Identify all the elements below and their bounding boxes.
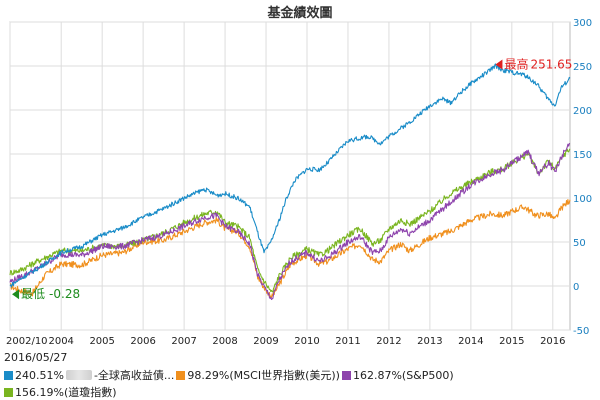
legend-label-fund: -全球高收益債... [93,369,175,382]
legend-swatch-sp500 [341,370,351,380]
x-tick-label: 2006 [130,336,155,347]
legend-row-2: 156.19% (道瓊指數) [4,384,119,400]
y-tick-label: 150 [573,150,592,161]
x-tick-label: 2011 [335,336,360,347]
legend-return-msci: 98.29% [187,368,230,382]
legend-item-fund[interactable]: 240.51% -全球高收益債... [4,367,174,383]
x-tick-label: 2009 [253,336,278,347]
legend-return-fund: 240.51% [15,368,64,382]
x-tick-label: 2004 [48,336,73,347]
x-tick-label: 2007 [171,336,196,347]
legend-row-1: 240.51% -全球高收益債... 98.29% (MSCI世界指數(美元))… [4,367,456,383]
series-line-msci [9,199,571,299]
axis-layer: -50 0 50 100 150 200 250 300 2002/10 2004 2005 2006… [6,18,592,347]
min-value: -0.28 [49,287,80,301]
series-line-sp500 [9,142,571,301]
legend-swatch-msci [176,370,186,380]
min-marker-arrow [12,289,20,300]
legend-swatch-dow [4,387,13,397]
x-tick-label: 2005 [89,336,114,347]
legend-item-sp500[interactable]: 162.87% (S&P500) [341,368,454,382]
x-tick-label: 2013 [417,336,442,347]
series-layer [9,63,571,301]
legend-item-msci[interactable]: 98.29% (MSCI世界指數(美元)) [176,367,340,383]
as-of-date: 2016/05/27 [4,351,68,364]
plot-frame [9,21,571,331]
y-tick-label: 50 [573,238,586,249]
redacted-fund-name [65,370,92,380]
legend-label-dow: (道瓊指數) [63,386,117,399]
y-tick-label: 0 [573,282,579,293]
legend-label-msci: (MSCI世界指數(美元)) [229,369,340,382]
y-tick-label: 200 [573,106,592,117]
legend-return-dow: 156.19% [15,385,64,399]
x-tick-label: 2016 [540,336,565,347]
x-tick-label: 2002/10 [6,336,48,347]
y-tick-label: 250 [573,62,592,73]
legend-label-sp500: (S&P500) [401,368,454,382]
legend-item-dow[interactable]: 156.19% (道瓊指數) [4,384,117,400]
max-label: 最高 [504,57,528,72]
min-label: 最低 [21,287,45,301]
grid-layer [9,21,571,331]
max-value: 251.65 [530,58,572,72]
annotation-layer: 最高 251.65 最低 -0.28 [12,57,572,301]
x-tick-label: 2010 [294,336,319,347]
y-tick-label: -50 [573,326,589,337]
y-tick-label: 300 [573,18,592,29]
x-tick-label: 2015 [499,336,524,347]
x-tick-label: 2014 [458,336,483,347]
x-tick-label: 2008 [212,336,237,347]
chart-title: 基金績效圖 [267,6,333,21]
legend-return-sp500: 162.87% [352,368,402,382]
x-tick-label: 2012 [376,336,401,347]
series-line-dow [9,148,571,293]
legend-swatch-fund [4,370,13,380]
y-tick-label: 100 [573,194,592,205]
series-line-fund [9,63,571,288]
max-marker-arrow [495,59,503,70]
